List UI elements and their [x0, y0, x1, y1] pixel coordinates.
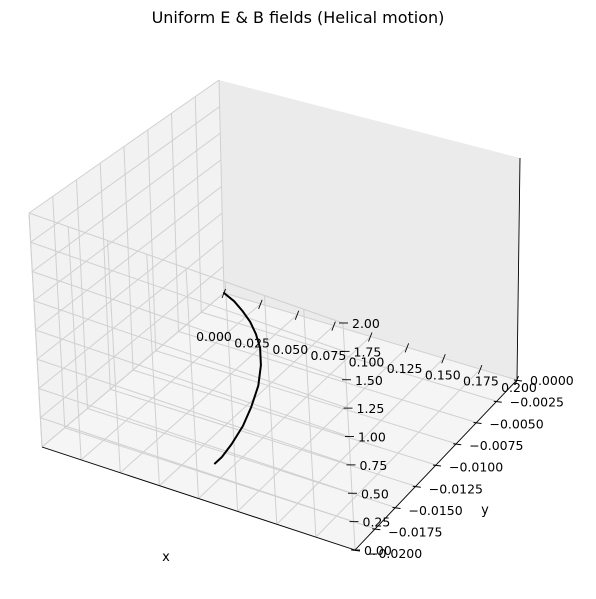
grid-z-wall-x0 — [28, 79, 220, 214]
grid-y-floor — [178, 331, 477, 423]
x-tick — [477, 364, 483, 375]
grid-y-floor — [110, 388, 416, 487]
grid-z-wall-y0 — [30, 241, 345, 352]
grid-z-wall-x0 — [40, 265, 224, 419]
z-tick-label: 2.00 — [352, 316, 380, 331]
tick-labels: 0.000 0.025 0.050 0.075 0.100 0.125 0.150 0.175… — [196, 288, 574, 561]
y-tick — [513, 379, 523, 382]
z-tick-label: 0.50 — [361, 486, 389, 501]
x-axis-line — [41, 446, 356, 551]
x-tick-label: 0.000 — [196, 329, 232, 344]
x-axis-label: x — [162, 550, 170, 565]
grid-z-wall-y0 — [36, 358, 351, 466]
y-axis-label: y — [481, 503, 489, 518]
grid-z-wall-y0 — [40, 417, 354, 523]
z-tick-label: 1.25 — [357, 401, 385, 416]
z-tick-label: 0.75 — [360, 458, 388, 473]
y-tick-label: −0.0175 — [388, 525, 442, 540]
y-tick-label: −0.0200 — [368, 546, 422, 561]
x-tick-label: 0.100 — [349, 355, 385, 370]
z-tick-label: 0.00 — [364, 543, 392, 558]
y-tick-label: −0.0100 — [449, 460, 503, 475]
x-tick — [441, 354, 446, 364]
grid-z-wall-x0 — [36, 212, 223, 360]
chart-title: Uniform E & B fields (Helical motion) — [152, 8, 445, 27]
x-tick — [404, 343, 410, 353]
y-tick-label: −0.0150 — [409, 503, 463, 518]
grid-z-wall-y0 — [38, 388, 353, 494]
grid-y-floor — [155, 350, 457, 445]
z-axis-line — [516, 157, 521, 381]
y-tick — [493, 400, 502, 403]
y-tick — [392, 507, 401, 509]
z-tick-label: 1.75 — [354, 344, 382, 359]
x-tick-label: 0.150 — [425, 367, 461, 382]
y-tick-label: −0.0125 — [429, 481, 483, 496]
x-tick — [368, 332, 373, 342]
x-tick-label: 0.175 — [463, 374, 499, 389]
x-tick-label: 0.050 — [272, 342, 308, 357]
data-series — [213, 292, 262, 465]
grid-z-wall-x0 — [33, 159, 222, 302]
grid-z-wall-x0 — [30, 106, 220, 243]
y-tick-label: −0.0050 — [490, 416, 544, 431]
grid-z-wall-x0 — [31, 132, 221, 272]
grid-z-wall-y0 — [35, 329, 350, 437]
y-tick-label: −0.0025 — [510, 395, 564, 410]
grid-y-floor — [132, 369, 437, 466]
x-tick-label: 0.025 — [234, 335, 270, 350]
grid-z-wall-y0 — [28, 212, 344, 324]
x-tick — [294, 310, 300, 320]
grid-z-wall-x0 — [35, 186, 222, 331]
x-tick-label: 0.075 — [311, 348, 347, 363]
y-tick — [453, 443, 462, 446]
grid-z-wall-x0 — [38, 239, 224, 389]
pane-x0 — [29, 80, 224, 447]
x-tick-label: 0.125 — [387, 361, 423, 376]
x-tick — [331, 321, 336, 331]
grid-z-wall-y0 — [32, 271, 347, 381]
grid-z-wall-x0 — [41, 292, 225, 448]
y-tick — [473, 422, 482, 424]
x-tick-label: 0.200 — [501, 380, 537, 395]
y-tick-label: 0.0000 — [530, 373, 574, 388]
x-tick — [258, 299, 263, 310]
y-tick — [412, 485, 421, 488]
series-line-0 — [213, 292, 262, 465]
z-tick-label: 1.00 — [358, 430, 386, 445]
y-tick — [432, 464, 442, 467]
z-tick-label: 0.25 — [363, 515, 391, 530]
grid-z-wall-y0 — [33, 300, 348, 409]
y-tick-label: −0.0075 — [469, 438, 523, 453]
y-tick — [372, 528, 381, 531]
grid-y-floor — [201, 311, 497, 402]
z-tick-label: 1.50 — [355, 373, 383, 388]
pane-y0 — [219, 80, 520, 380]
